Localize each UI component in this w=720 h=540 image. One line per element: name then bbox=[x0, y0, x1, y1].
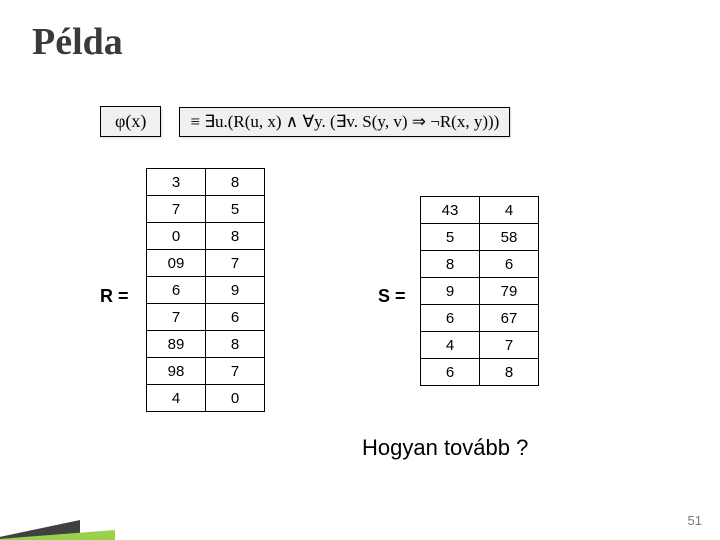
table-row: 097 bbox=[147, 250, 265, 277]
cell: 6 bbox=[480, 251, 539, 278]
cell: 98 bbox=[147, 358, 206, 385]
table-row: 08 bbox=[147, 223, 265, 250]
cell: 0 bbox=[206, 385, 265, 412]
cell: 8 bbox=[206, 223, 265, 250]
table-row: 38 bbox=[147, 169, 265, 196]
cell: 6 bbox=[421, 359, 480, 386]
cell: 8 bbox=[206, 331, 265, 358]
table-row: 558 bbox=[421, 224, 539, 251]
tables-area: R = S = 38 75 08 097 69 76 898 987 40 43… bbox=[100, 168, 620, 468]
cell: 6 bbox=[206, 304, 265, 331]
cell: 5 bbox=[206, 196, 265, 223]
page-title: Példa bbox=[32, 20, 123, 64]
question-text: Hogyan tovább ? bbox=[362, 435, 528, 461]
table-row: 76 bbox=[147, 304, 265, 331]
cell: 4 bbox=[480, 197, 539, 224]
formula-lhs: φ(x) bbox=[100, 106, 161, 137]
table-row: 987 bbox=[147, 358, 265, 385]
cell: 7 bbox=[206, 358, 265, 385]
s-label: S = bbox=[378, 286, 406, 307]
table-row: 898 bbox=[147, 331, 265, 358]
cell: 7 bbox=[147, 196, 206, 223]
cell: 9 bbox=[206, 277, 265, 304]
table-row: 75 bbox=[147, 196, 265, 223]
formula-rhs: ≡ ∃u.(R(u, x) ∧ ∀y. (∃v. S(y, v) ⇒ ¬R(x,… bbox=[179, 107, 510, 137]
table-row: 69 bbox=[147, 277, 265, 304]
table-row: 40 bbox=[147, 385, 265, 412]
table-row: 47 bbox=[421, 332, 539, 359]
cell: 89 bbox=[147, 331, 206, 358]
cell: 67 bbox=[480, 305, 539, 332]
cell: 7 bbox=[206, 250, 265, 277]
corner-accent-green bbox=[0, 530, 115, 540]
cell: 8 bbox=[480, 359, 539, 386]
cell: 9 bbox=[421, 278, 480, 305]
cell: 4 bbox=[421, 332, 480, 359]
cell: 8 bbox=[206, 169, 265, 196]
slide: Példa φ(x) ≡ ∃u.(R(u, x) ∧ ∀y. (∃v. S(y,… bbox=[0, 0, 720, 540]
page-number: 51 bbox=[688, 513, 702, 528]
cell: 4 bbox=[147, 385, 206, 412]
cell: 3 bbox=[147, 169, 206, 196]
table-row: 979 bbox=[421, 278, 539, 305]
table-row: 86 bbox=[421, 251, 539, 278]
cell: 7 bbox=[480, 332, 539, 359]
cell: 58 bbox=[480, 224, 539, 251]
table-row: 667 bbox=[421, 305, 539, 332]
cell: 7 bbox=[147, 304, 206, 331]
r-label: R = bbox=[100, 286, 129, 307]
table-row: 434 bbox=[421, 197, 539, 224]
cell: 0 bbox=[147, 223, 206, 250]
cell: 5 bbox=[421, 224, 480, 251]
s-table: 434 558 86 979 667 47 68 bbox=[420, 196, 539, 386]
cell: 79 bbox=[480, 278, 539, 305]
r-table: 38 75 08 097 69 76 898 987 40 bbox=[146, 168, 265, 412]
cell: 6 bbox=[147, 277, 206, 304]
cell: 09 bbox=[147, 250, 206, 277]
cell: 8 bbox=[421, 251, 480, 278]
cell: 6 bbox=[421, 305, 480, 332]
table-row: 68 bbox=[421, 359, 539, 386]
cell: 43 bbox=[421, 197, 480, 224]
formula-row: φ(x) ≡ ∃u.(R(u, x) ∧ ∀y. (∃v. S(y, v) ⇒ … bbox=[100, 106, 510, 137]
